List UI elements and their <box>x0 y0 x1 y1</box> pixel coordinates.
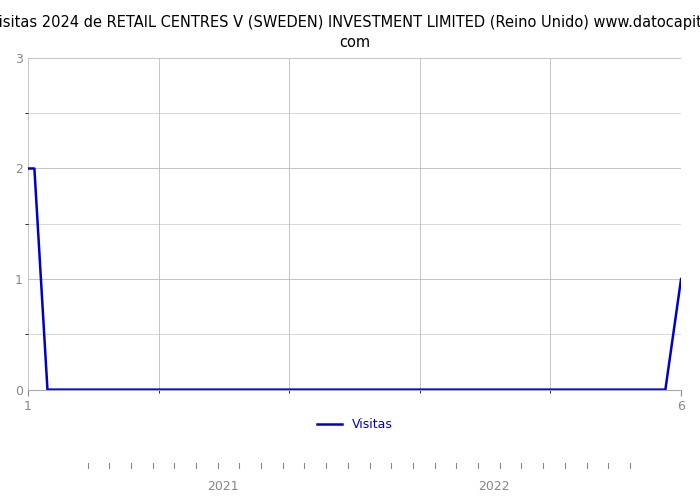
Visitas <box>43 386 52 392</box>
Visitas <box>677 276 685 282</box>
Visitas <box>30 166 38 172</box>
Line: Visitas: Visitas <box>28 168 681 390</box>
Text: 2022: 2022 <box>479 480 510 493</box>
Title: Visitas 2024 de RETAIL CENTRES V (SWEDEN) INVESTMENT LIMITED (Reino Unido) www.d: Visitas 2024 de RETAIL CENTRES V (SWEDEN… <box>0 15 700 50</box>
Legend: Visitas: Visitas <box>312 414 398 436</box>
Visitas <box>24 166 32 172</box>
Text: 2021: 2021 <box>207 480 239 493</box>
Visitas <box>648 386 657 392</box>
Visitas <box>662 386 670 392</box>
